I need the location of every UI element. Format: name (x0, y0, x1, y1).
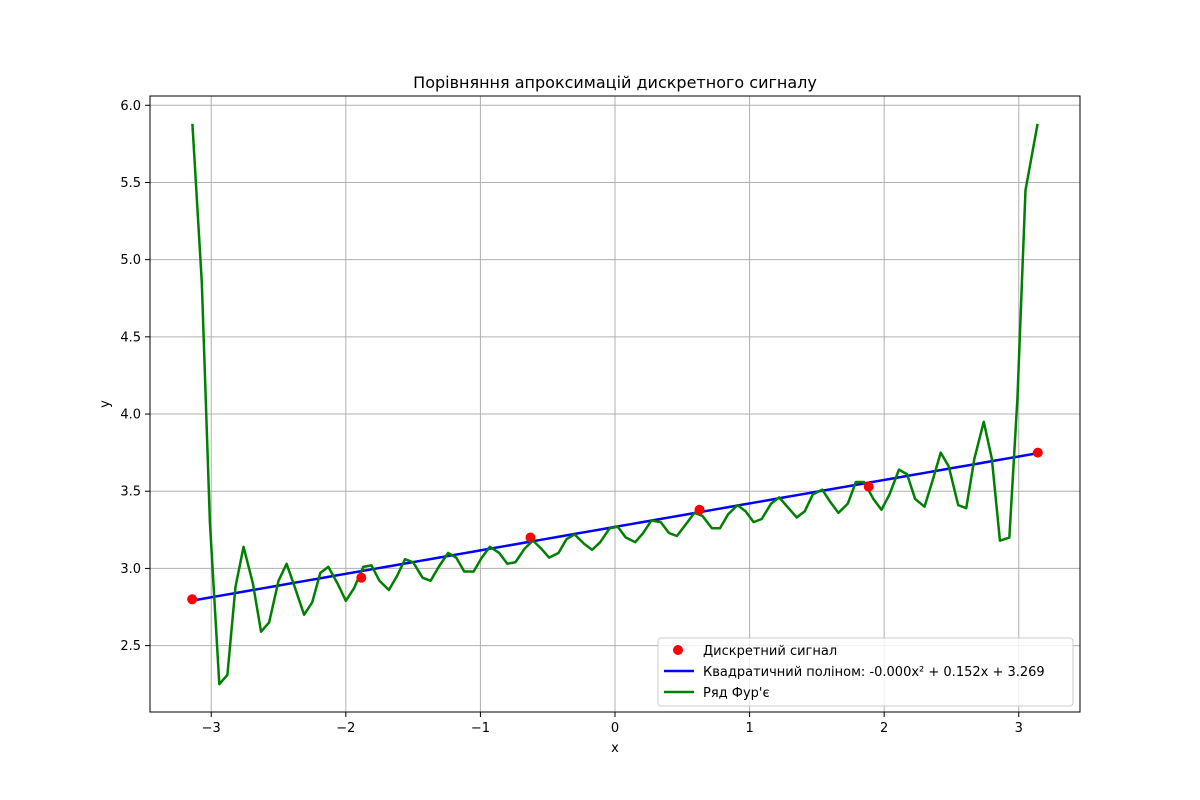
x-tick-label: −3 (202, 721, 221, 736)
signal-point (694, 504, 705, 515)
y-tick-label: 3.0 (120, 562, 141, 577)
legend-box (657, 637, 1074, 707)
chart-title: Порівняння апроксимацій дискретного сигн… (413, 73, 817, 92)
axes-frame (149, 95, 1081, 713)
y-tick-label: 4.5 (120, 330, 141, 345)
y-tick-label: 3.5 (120, 485, 141, 500)
x-tick-label: −2 (336, 721, 355, 736)
x-tick-label: 0 (611, 721, 619, 736)
y-tick-label: 4.0 (120, 408, 141, 423)
signal-point (187, 594, 198, 605)
y-tick-label: 6.0 (120, 99, 141, 114)
x-tick-label: 2 (880, 721, 888, 736)
x-tick-label: 3 (1015, 721, 1023, 736)
signal-point (1032, 447, 1043, 458)
plot-area (187, 123, 1043, 686)
y-tick-label: 2.5 (120, 639, 141, 654)
x-tick-label: 1 (745, 721, 753, 736)
x-axis-ticks: −3 −2 −1 0 1 2 3 (202, 712, 1023, 736)
x-axis-label: x (611, 741, 619, 756)
x-tick-label: −1 (471, 721, 490, 736)
y-axis-label: y (98, 400, 113, 408)
y-tick-label: 5.5 (120, 176, 141, 191)
signal-point (863, 481, 874, 492)
legend-label-polynomial: Квадратичний поліном: -0.000x² + 0.152x … (703, 665, 1045, 680)
legend: Дискретний сигнал Квадратичний поліном: … (657, 637, 1074, 707)
legend-label-scatter: Дискретний сигнал (703, 644, 837, 659)
series-layer (187, 123, 1043, 686)
grid (150, 96, 1080, 712)
series-fourier-line (191, 123, 1039, 686)
y-tick-label: 5.0 (120, 253, 141, 268)
legend-label-fourier: Ряд Фур'є (703, 686, 770, 701)
legend-marker-scatter (673, 645, 683, 655)
signal-point (525, 532, 536, 543)
signal-point (356, 572, 367, 583)
y-axis-ticks: 2.5 3.0 3.5 4.0 4.5 5.0 5.5 6.0 (120, 99, 150, 654)
